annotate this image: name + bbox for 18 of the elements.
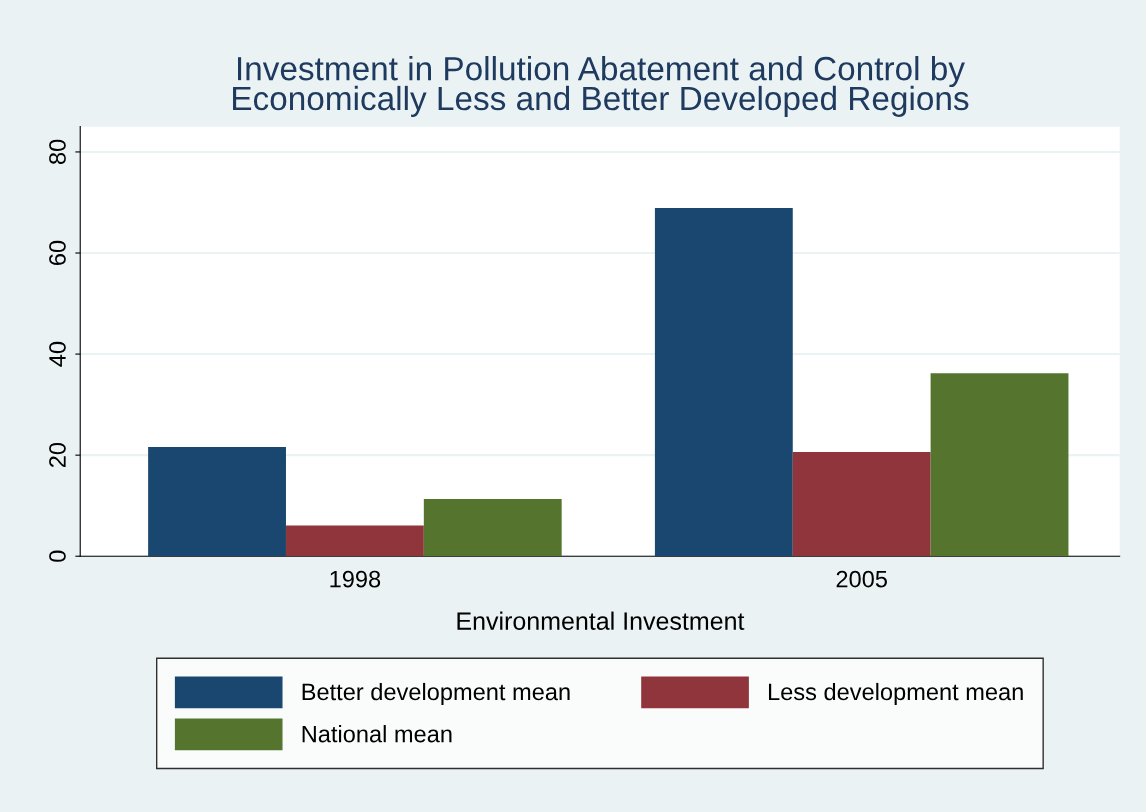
bar	[285, 525, 424, 557]
bar	[930, 373, 1069, 557]
bar	[423, 499, 562, 557]
y-tick-label: 60	[49, 240, 66, 265]
bar	[654, 208, 793, 557]
y-tick-label: 20	[49, 442, 66, 468]
y-tick-label: 40	[49, 341, 66, 367]
bar	[792, 452, 931, 557]
x-axis-title: Environmental Investment	[457, 611, 745, 630]
y-tick-label: 0	[49, 550, 66, 562]
bar	[148, 447, 286, 557]
y-tick-label: 80	[49, 139, 66, 165]
legend-label: National mean	[302, 725, 452, 743]
chart-title: Investment in Pollution Abatement and Control by Economically Less and Better Developed Regions	[233, 55, 969, 117]
legend-label: Less development mean	[768, 682, 1023, 705]
x-tick-label: 2005	[836, 570, 887, 588]
legend-label: Better development mean	[302, 682, 570, 705]
x-tick-label: 1998	[330, 570, 381, 588]
